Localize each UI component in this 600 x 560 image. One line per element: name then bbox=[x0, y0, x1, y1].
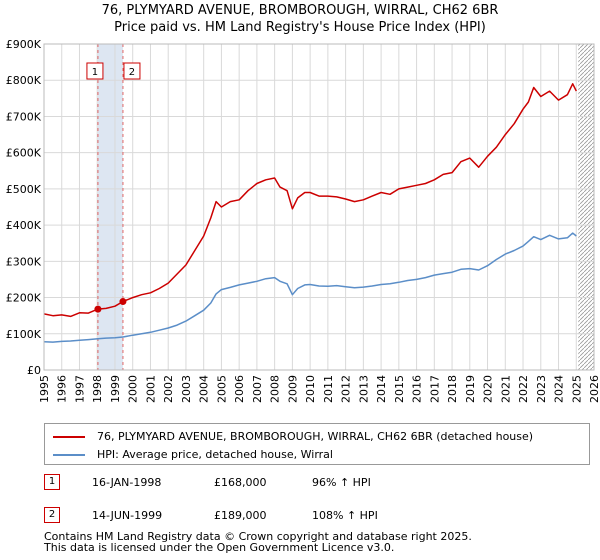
x-tick-label: 2021 bbox=[499, 375, 512, 403]
sale-row: 1 16-JAN-1998 £168,000 96% ↑ HPI bbox=[44, 474, 590, 494]
x-tick-label: 2026 bbox=[588, 375, 600, 403]
sale-badge-label: 2 bbox=[129, 67, 135, 78]
x-tick-label: 2022 bbox=[517, 375, 530, 403]
x-tick-label: 1997 bbox=[73, 375, 86, 403]
y-tick-label: £300K bbox=[6, 255, 42, 268]
x-tick-label: 2017 bbox=[428, 375, 441, 403]
series-line bbox=[43, 83, 577, 318]
footer-copyright: Contains HM Land Registry data © Crown c… bbox=[44, 530, 472, 543]
x-tick-label: 2011 bbox=[322, 375, 335, 403]
sale-badge-chart bbox=[123, 62, 141, 80]
sale-price: £168,000 bbox=[214, 476, 267, 489]
footer: Contains HM Land Registry data © Crown c… bbox=[44, 531, 472, 553]
y-tick-label: £400K bbox=[6, 219, 42, 232]
x-tick-label: 2014 bbox=[375, 375, 388, 403]
sale-price: £189,000 bbox=[214, 509, 267, 522]
x-tick-label: 2002 bbox=[162, 375, 175, 403]
price-chart: 1 2 £0 £100K £200K £300K £400K £500K £600K £700K £… bbox=[6, 38, 600, 403]
plot-area bbox=[44, 44, 594, 370]
sale-badge: 1 bbox=[44, 474, 60, 490]
sale-badge-chart bbox=[86, 62, 104, 80]
x-tick-label: 2000 bbox=[127, 375, 140, 403]
sale-badge: 2 bbox=[44, 507, 60, 523]
sale-badge-label: 1 bbox=[92, 67, 98, 78]
sale-date: 14-JUN-1999 bbox=[92, 509, 163, 522]
y-tick-label: £200K bbox=[6, 292, 42, 305]
y-tick-label: £600K bbox=[6, 147, 42, 160]
x-tick-label: 2016 bbox=[411, 375, 424, 403]
x-tick-label: 2015 bbox=[393, 375, 406, 403]
title-line: 76, PLYMYARD AVENUE, BROMBOROUGH, WIRRAL… bbox=[101, 3, 499, 18]
footer-licence: This data is licensed under the Open Gov… bbox=[44, 541, 395, 554]
legend-label-property: 76, PLYMYARD AVENUE, BROMBOROUGH, WIRRAL… bbox=[97, 430, 534, 443]
x-tick-label: 2010 bbox=[304, 375, 317, 403]
legend-item-property: 76, PLYMYARD AVENUE, BROMBOROUGH, WIRRAL… bbox=[53, 430, 533, 443]
y-tick-label: £800K bbox=[6, 74, 42, 87]
subtitle-line: Price paid vs. HM Land Registry's House … bbox=[114, 20, 486, 35]
sale-hpi-change: 108% ↑ HPI bbox=[312, 509, 378, 522]
x-tick-label: 1998 bbox=[91, 375, 104, 403]
x-tick-label: 2008 bbox=[269, 375, 282, 403]
x-tick-label: 2020 bbox=[482, 375, 495, 403]
x-tick-label: 2001 bbox=[144, 375, 157, 403]
x-tick-label: 2003 bbox=[180, 375, 193, 403]
x-tick-label: 2023 bbox=[535, 375, 548, 403]
x-tick-label: 2005 bbox=[215, 375, 228, 403]
x-tick-label: 1996 bbox=[56, 375, 69, 403]
x-tick-label: 1995 bbox=[38, 375, 51, 403]
x-tick-label: 2018 bbox=[446, 375, 459, 403]
legend-label-hpi: HPI: Average price, detached house, Wirr… bbox=[97, 448, 333, 461]
x-tick-label: 2009 bbox=[286, 375, 299, 403]
legend-item-hpi: HPI: Average price, detached house, Wirr… bbox=[53, 448, 333, 461]
x-tick-label: 2004 bbox=[198, 375, 211, 403]
x-tick-label: 2019 bbox=[464, 375, 477, 403]
y-tick-label: £100K bbox=[6, 328, 42, 341]
y-tick-label: £700K bbox=[6, 110, 42, 123]
y-tick-label: £900K bbox=[6, 38, 42, 51]
series-line bbox=[43, 232, 577, 343]
x-tick-label: 2025 bbox=[570, 375, 583, 403]
legend-swatch-property bbox=[53, 435, 85, 438]
sale-point bbox=[119, 298, 127, 306]
plot-border bbox=[43, 43, 595, 371]
x-tick-label: 2006 bbox=[233, 375, 246, 403]
sale-hpi-change: 96% ↑ HPI bbox=[312, 476, 371, 489]
sale-period-shade bbox=[97, 44, 123, 370]
sale-date: 16-JAN-1998 bbox=[92, 476, 162, 489]
legend-swatch-hpi bbox=[53, 453, 85, 456]
chart-title: 76, PLYMYARD AVENUE, BROMBOROUGH, WIRRAL… bbox=[0, 2, 600, 36]
forecast-hatch bbox=[578, 44, 594, 370]
y-tick-label: £0 bbox=[27, 364, 41, 377]
y-tick-label: £500K bbox=[6, 183, 42, 196]
x-tick-label: 2007 bbox=[251, 375, 264, 403]
x-tick-label: 2024 bbox=[553, 375, 566, 403]
x-tick-label: 1999 bbox=[109, 375, 122, 403]
x-tick-label: 2012 bbox=[340, 375, 353, 403]
legend: 76, PLYMYARD AVENUE, BROMBOROUGH, WIRRAL… bbox=[44, 423, 590, 465]
x-tick-label: 2013 bbox=[357, 375, 370, 403]
sale-point bbox=[94, 305, 102, 313]
sale-row: 2 14-JUN-1999 £189,000 108% ↑ HPI bbox=[44, 507, 590, 527]
